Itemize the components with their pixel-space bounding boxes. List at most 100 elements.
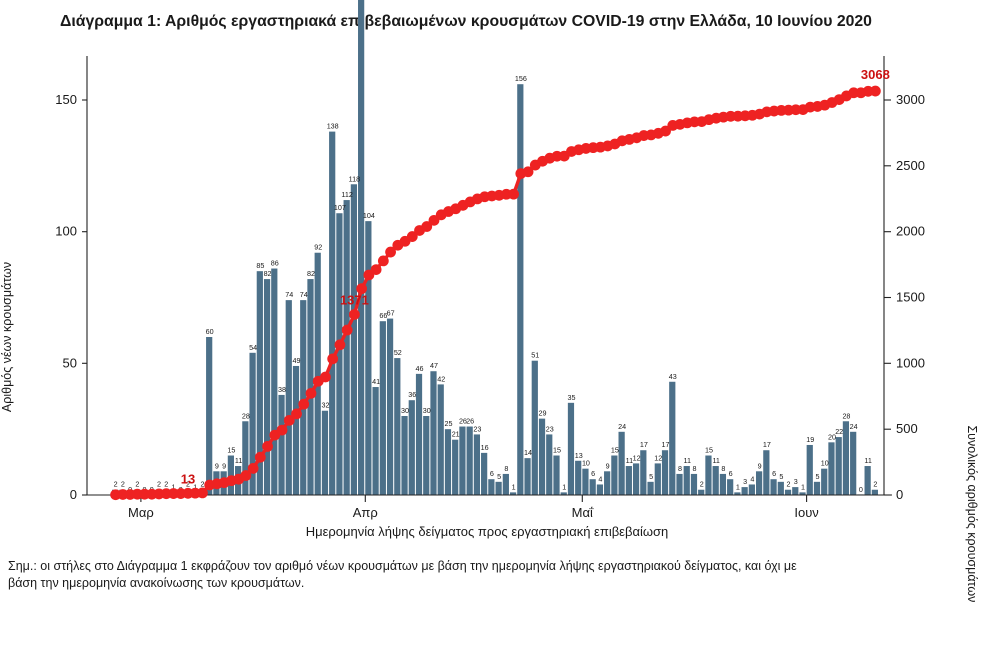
svg-text:2: 2	[873, 480, 877, 489]
svg-text:25: 25	[444, 419, 452, 428]
svg-text:6: 6	[591, 469, 595, 478]
svg-text:22: 22	[835, 427, 843, 436]
svg-text:9: 9	[606, 461, 610, 470]
svg-text:17: 17	[763, 440, 771, 449]
svg-text:74: 74	[300, 290, 308, 299]
svg-text:13: 13	[181, 471, 195, 486]
svg-text:Μαρ: Μαρ	[128, 505, 154, 520]
svg-text:2: 2	[164, 480, 168, 489]
svg-text:1: 1	[801, 482, 805, 491]
svg-text:82: 82	[307, 269, 315, 278]
svg-text:16: 16	[481, 443, 489, 452]
svg-text:8: 8	[692, 464, 696, 473]
svg-text:10: 10	[821, 459, 829, 468]
svg-text:24: 24	[618, 422, 626, 431]
svg-text:28: 28	[842, 411, 850, 420]
svg-text:60: 60	[206, 327, 214, 336]
svg-text:Ιουν: Ιουν	[794, 505, 818, 520]
svg-text:74: 74	[285, 290, 293, 299]
svg-text:2: 2	[135, 480, 139, 489]
svg-text:23: 23	[546, 424, 554, 433]
svg-text:2: 2	[200, 480, 204, 489]
svg-text:5: 5	[779, 472, 783, 481]
svg-text:100: 100	[55, 224, 77, 239]
svg-text:2000: 2000	[896, 224, 925, 239]
svg-text:0: 0	[70, 487, 77, 502]
svg-text:15: 15	[611, 446, 619, 455]
svg-text:24: 24	[850, 422, 858, 431]
svg-text:82: 82	[264, 269, 272, 278]
svg-text:54: 54	[249, 343, 257, 352]
svg-text:0: 0	[896, 487, 903, 502]
svg-text:9: 9	[758, 461, 762, 470]
svg-text:0: 0	[859, 485, 863, 494]
svg-text:3: 3	[743, 477, 747, 486]
svg-text:4: 4	[750, 474, 754, 483]
svg-text:2: 2	[787, 480, 791, 489]
svg-text:52: 52	[394, 348, 402, 357]
svg-text:11: 11	[684, 456, 691, 465]
svg-text:2500: 2500	[896, 158, 925, 173]
svg-text:138: 138	[327, 122, 339, 131]
svg-text:4: 4	[598, 474, 602, 483]
svg-text:28: 28	[242, 411, 250, 420]
svg-text:1: 1	[562, 482, 566, 491]
svg-text:6: 6	[772, 469, 776, 478]
svg-text:38: 38	[278, 385, 286, 394]
svg-text:9: 9	[215, 461, 219, 470]
svg-text:8: 8	[721, 464, 725, 473]
svg-text:1: 1	[736, 482, 740, 491]
svg-text:1500: 1500	[896, 290, 925, 305]
svg-text:29: 29	[539, 409, 547, 418]
svg-text:5: 5	[497, 472, 501, 481]
svg-text:15: 15	[705, 446, 713, 455]
svg-text:156: 156	[515, 74, 527, 83]
svg-text:30: 30	[423, 406, 431, 415]
svg-text:12: 12	[633, 453, 641, 462]
svg-text:112: 112	[341, 190, 352, 199]
svg-text:92: 92	[314, 243, 322, 252]
svg-text:500: 500	[896, 421, 918, 436]
svg-text:118: 118	[349, 174, 360, 183]
svg-text:36: 36	[408, 390, 416, 399]
svg-text:150: 150	[55, 92, 77, 107]
svg-text:42: 42	[437, 374, 445, 383]
svg-text:15: 15	[553, 446, 561, 455]
svg-text:17: 17	[640, 440, 648, 449]
svg-text:30: 30	[401, 406, 409, 415]
svg-text:67: 67	[387, 309, 395, 318]
svg-text:19: 19	[806, 435, 814, 444]
svg-text:14: 14	[524, 448, 532, 457]
svg-text:2: 2	[157, 480, 161, 489]
svg-text:1000: 1000	[896, 355, 925, 370]
svg-text:47: 47	[430, 361, 438, 370]
svg-text:51: 51	[531, 351, 539, 360]
svg-text:8: 8	[504, 464, 508, 473]
svg-text:10: 10	[582, 459, 590, 468]
svg-text:1: 1	[512, 482, 516, 491]
svg-text:12: 12	[654, 453, 662, 462]
svg-text:8: 8	[678, 464, 682, 473]
svg-text:21: 21	[452, 430, 460, 439]
svg-text:6: 6	[729, 469, 733, 478]
svg-text:15: 15	[227, 446, 235, 455]
svg-text:3: 3	[794, 477, 798, 486]
svg-text:32: 32	[321, 401, 329, 410]
svg-text:3000: 3000	[896, 92, 925, 107]
svg-text:2: 2	[700, 480, 704, 489]
svg-text:2: 2	[121, 480, 125, 489]
svg-text:5: 5	[816, 472, 820, 481]
svg-text:11: 11	[712, 456, 719, 465]
svg-text:41: 41	[372, 377, 380, 386]
svg-text:6: 6	[490, 469, 494, 478]
svg-text:11: 11	[235, 456, 242, 465]
svg-text:43: 43	[669, 372, 677, 381]
svg-text:1371: 1371	[340, 292, 369, 307]
svg-text:9: 9	[222, 461, 226, 470]
svg-text:46: 46	[416, 364, 424, 373]
svg-text:23: 23	[473, 424, 481, 433]
svg-text:49: 49	[293, 356, 301, 365]
svg-text:107: 107	[334, 203, 346, 212]
svg-text:17: 17	[662, 440, 670, 449]
svg-text:86: 86	[271, 259, 279, 268]
